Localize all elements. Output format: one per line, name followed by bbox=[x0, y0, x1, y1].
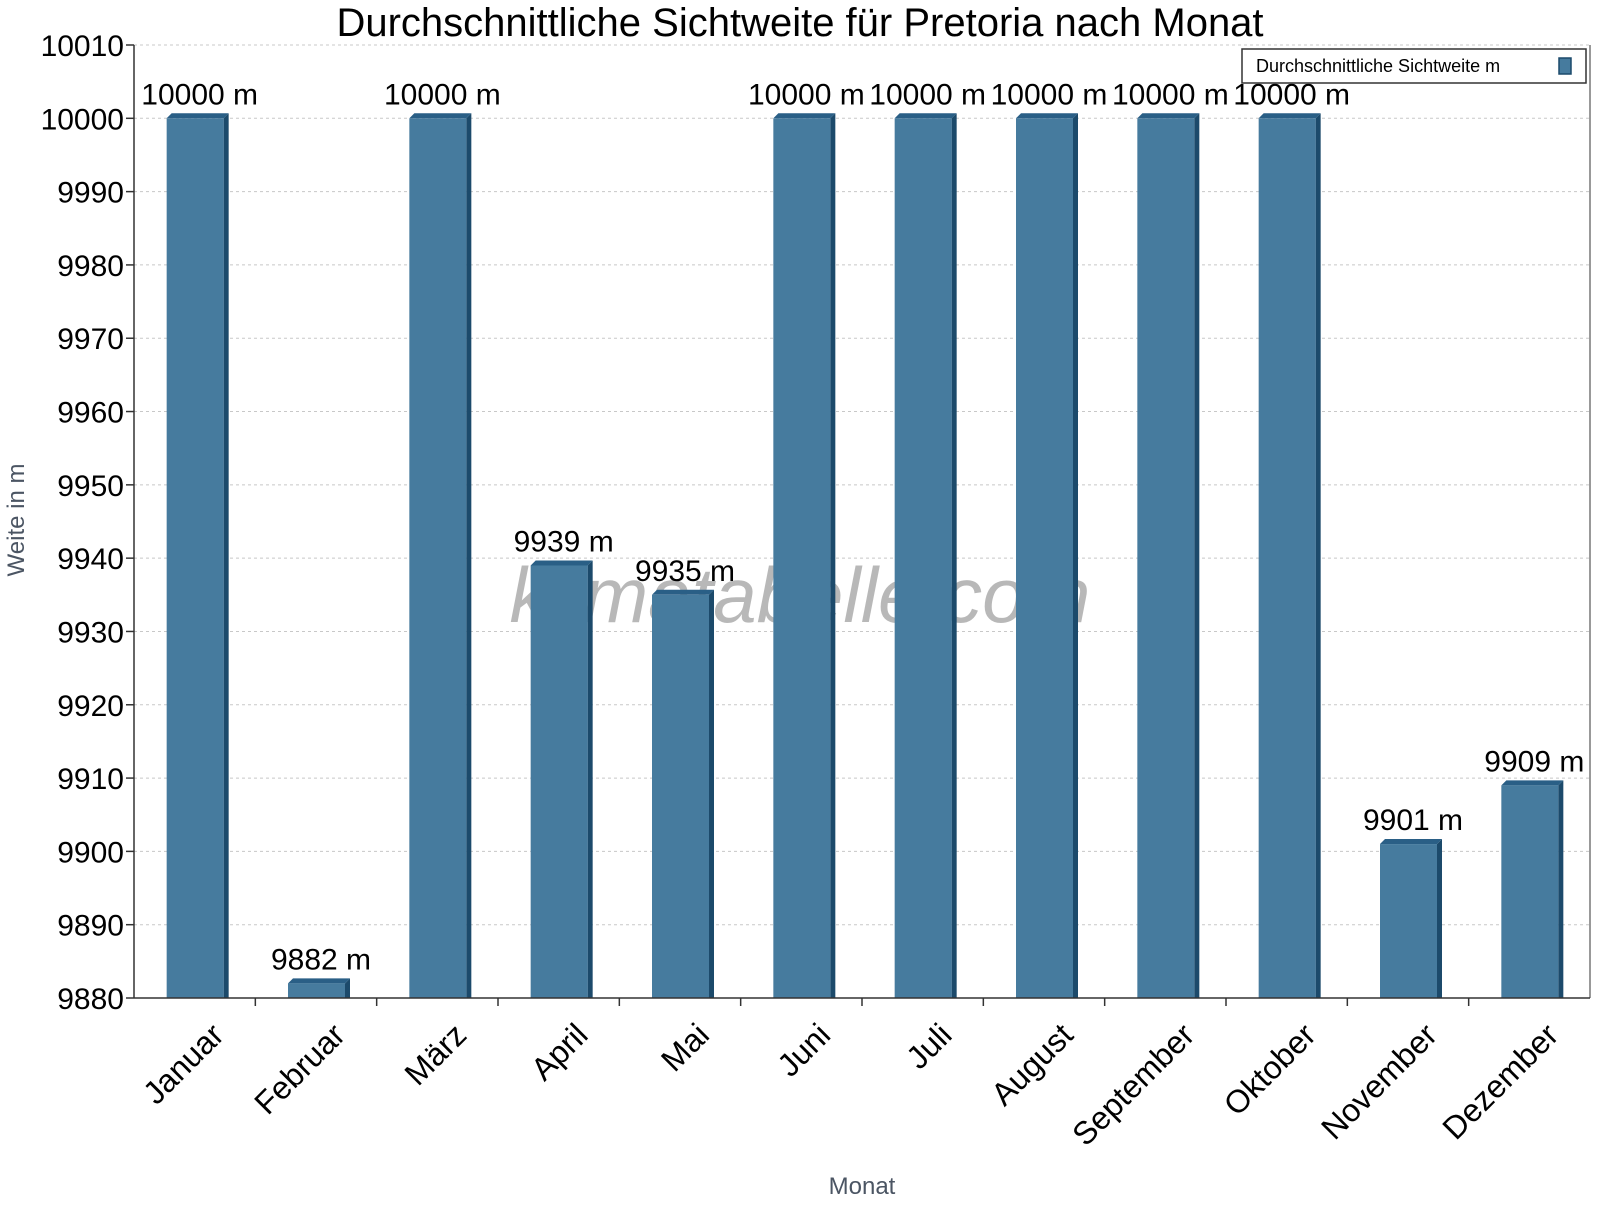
y-tick-label: 9920 bbox=[57, 690, 124, 723]
y-tick-label: 9990 bbox=[57, 177, 124, 210]
bars bbox=[166, 113, 1564, 999]
data-label: 9909 m bbox=[1484, 745, 1584, 778]
chart-title: Durchschnittliche Sichtweite für Pretori… bbox=[336, 1, 1263, 45]
bar-top bbox=[652, 589, 714, 595]
gridlines bbox=[126, 44, 1590, 999]
x-tick-label: Juni bbox=[770, 1016, 837, 1083]
bar bbox=[409, 118, 467, 999]
legend-box bbox=[1241, 48, 1587, 84]
bar bbox=[773, 118, 831, 999]
y-tick-label: 10000 bbox=[41, 103, 124, 136]
data-label: 9882 m bbox=[271, 943, 371, 976]
x-tick-label: Februar bbox=[247, 1016, 352, 1121]
y-tick-label: 9910 bbox=[57, 763, 124, 796]
bar bbox=[1501, 785, 1559, 998]
bar bbox=[894, 118, 952, 999]
legend: Durchschnittliche Sichtweite m bbox=[1241, 48, 1587, 84]
x-tick-label: April bbox=[524, 1016, 595, 1087]
bar-top bbox=[1137, 113, 1200, 119]
x-tick-label: März bbox=[398, 1016, 474, 1092]
bar-side bbox=[830, 113, 836, 999]
x-tick-label: November bbox=[1314, 1016, 1444, 1146]
x-tick-label: August bbox=[984, 1016, 1080, 1112]
bar bbox=[1258, 118, 1316, 999]
x-tick-label: Januar bbox=[136, 1016, 231, 1111]
data-label: 10000 m bbox=[869, 78, 986, 111]
bar bbox=[1016, 118, 1073, 999]
data-label: 10000 m bbox=[991, 78, 1108, 111]
bar-top bbox=[166, 113, 229, 119]
data-label: 10000 m bbox=[1112, 78, 1229, 111]
data-label: 9901 m bbox=[1363, 804, 1463, 837]
bar-top bbox=[1380, 839, 1442, 845]
y-axis-title: Weite in m bbox=[3, 464, 30, 577]
bar-top bbox=[894, 113, 957, 119]
legend-label: Durchschnittliche Sichtweite m bbox=[1256, 56, 1500, 76]
y-tick-label: 9950 bbox=[57, 470, 124, 503]
y-tick-label: 9960 bbox=[57, 397, 124, 430]
x-tick-label: Mai bbox=[654, 1016, 716, 1078]
y-tick-label: 9970 bbox=[57, 323, 124, 356]
bar-side bbox=[587, 560, 593, 998]
bar-top bbox=[409, 113, 472, 119]
bar-top bbox=[530, 560, 593, 566]
bar-side bbox=[345, 978, 350, 998]
bar-top bbox=[288, 978, 350, 984]
x-tick-label: Juli bbox=[899, 1016, 958, 1075]
bar-top bbox=[1258, 113, 1321, 119]
bar-top bbox=[1016, 113, 1078, 119]
bar-side bbox=[1558, 780, 1564, 998]
x-tick-label: Oktober bbox=[1217, 1016, 1323, 1122]
axes bbox=[133, 45, 1591, 1006]
bar-top bbox=[773, 113, 836, 119]
bar bbox=[1380, 844, 1437, 998]
bar bbox=[288, 983, 345, 998]
data-label: 9935 m bbox=[635, 555, 735, 588]
y-tick-label: 9940 bbox=[57, 543, 124, 576]
legend-swatch bbox=[1558, 57, 1572, 75]
y-tick-label: 9880 bbox=[57, 983, 124, 1016]
bar-top bbox=[1501, 780, 1564, 786]
x-tick-label: Dezember bbox=[1435, 1016, 1565, 1146]
bar-side bbox=[223, 113, 229, 999]
x-tick-labels: Januar Februar März April Mai Juni Juli AugustS… bbox=[136, 1016, 1566, 1152]
data-label: 10000 m bbox=[1233, 78, 1350, 111]
bar bbox=[652, 594, 709, 998]
bar-side bbox=[951, 113, 957, 999]
bar-side bbox=[1437, 839, 1442, 998]
y-tick-labels: 9880 9890 9900 9910 9920 9930 9940 9950 9960 9970… bbox=[41, 30, 124, 1016]
x-axis-title: Monat bbox=[829, 1173, 896, 1200]
y-tick-label: 9900 bbox=[57, 836, 124, 869]
bar-side bbox=[1315, 113, 1321, 999]
y-tick-label: 9930 bbox=[57, 616, 124, 649]
data-label: 9939 m bbox=[514, 525, 614, 558]
data-label: 10000 m bbox=[748, 78, 865, 111]
bar bbox=[530, 565, 588, 998]
y-tick-label: 9980 bbox=[57, 250, 124, 283]
bar-side bbox=[1194, 113, 1200, 999]
y-tick-label: 9890 bbox=[57, 910, 124, 943]
data-label: 10000 m bbox=[384, 78, 501, 111]
bar-side bbox=[1073, 113, 1078, 999]
y-tick-label: 10010 bbox=[41, 30, 124, 63]
bar-side bbox=[466, 113, 472, 999]
bar bbox=[1137, 118, 1195, 999]
x-tick-label: September bbox=[1065, 1016, 1201, 1152]
bar bbox=[166, 118, 224, 999]
bar-side bbox=[709, 589, 714, 998]
data-label: 10000 m bbox=[141, 78, 258, 111]
